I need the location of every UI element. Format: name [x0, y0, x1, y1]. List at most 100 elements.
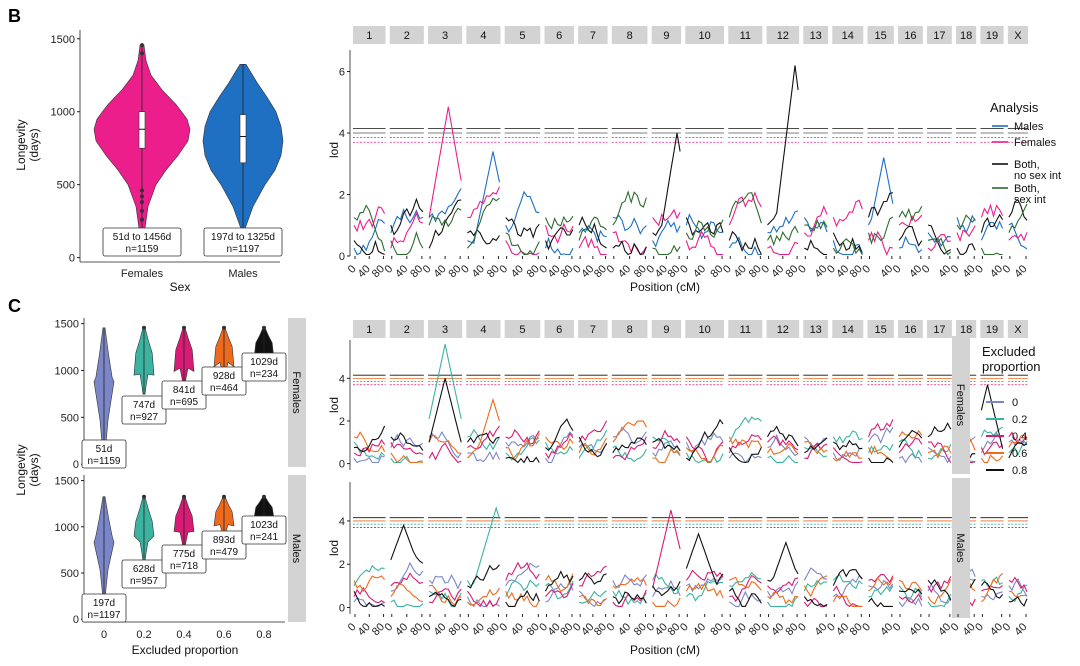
lod-curve-chr8-both-no-sex-int	[612, 240, 647, 256]
lod-curve-chr12-females	[767, 241, 799, 256]
lod-curve-chr7-p06	[578, 594, 607, 606]
y-tick-label: 1500	[55, 319, 79, 331]
lod-curve-chr4-p0	[467, 451, 500, 463]
outlier-point	[140, 43, 144, 48]
lod-curve-chr3-both-no-sex-int	[428, 199, 462, 249]
chromosome-strip-14	[832, 320, 864, 338]
lod-curve-chr16-p06	[898, 429, 923, 439]
outlier-point	[222, 325, 226, 330]
x-tick-label: 40	[691, 263, 708, 280]
lod-curve-chr10-p06	[685, 582, 724, 599]
lod-curve-chr5-p02	[505, 437, 540, 461]
lod-curve-chr6-p06	[545, 436, 574, 451]
violin-label-box	[102, 227, 182, 257]
lod-curve-chr11-p06	[728, 436, 762, 449]
lod-curve-chr8-males	[612, 214, 647, 235]
violin-label-n: n=957	[130, 576, 159, 587]
lod-curve-chr14-p02	[832, 430, 863, 444]
violin-box	[138, 111, 146, 149]
chromosome-strip-5	[504, 26, 541, 44]
x-category-label: 0.8	[256, 629, 271, 641]
lod-curve-chr1-p0	[353, 455, 385, 464]
y-tick-label: 0	[339, 251, 345, 263]
lod-curve-chr7-p06	[578, 437, 608, 456]
y-tick-label: 0	[73, 459, 79, 471]
chromosome-label-7: 7	[590, 324, 596, 336]
lod-curve-chr8-p0	[612, 426, 647, 445]
legend-title: Excluded proportion	[982, 344, 1041, 374]
lod-curve-chr13-p08	[804, 437, 828, 454]
chromosome-label-18: 18	[960, 324, 972, 336]
lod-curve-chr1-p04	[353, 586, 385, 604]
outlier-point	[140, 188, 144, 193]
chromosome-strip-16	[898, 320, 923, 338]
violin-label-range: 1023d	[250, 520, 278, 531]
lod-curve-chr13-p0	[803, 567, 828, 581]
lod-curve-chrX-p02	[1008, 439, 1028, 457]
facet-strip-females	[288, 318, 306, 467]
lod-curve-chr4-p08	[467, 564, 500, 589]
chromosome-label-1: 1	[366, 30, 372, 42]
y-tick-label: 4	[339, 516, 345, 528]
chromosome-label-3: 3	[442, 324, 448, 336]
lod-curve-chr9-p06	[652, 448, 681, 464]
lod-curve-chr13-p06	[804, 440, 828, 455]
lod-curve-chr17-p04	[927, 441, 952, 463]
lod-curve-chr11-females	[728, 191, 762, 226]
lod-curve-chr10-both-no-sex-int	[685, 217, 724, 237]
chromosome-label-16: 16	[904, 30, 916, 42]
chromosome-strip-16	[898, 26, 923, 44]
lod-curve-chr19-p02	[980, 426, 1003, 437]
lod-curve-chr14-p04	[832, 447, 863, 464]
lod-curve-chr17-p0	[927, 583, 952, 604]
lod-curve-chr14-p08	[832, 568, 863, 586]
lod-curve-chr4-p02	[467, 428, 500, 451]
lod-curve-chr7-p08	[578, 571, 607, 585]
lod-curve-chr8-p06	[612, 420, 647, 443]
lod-curve-chr17-females	[927, 234, 951, 252]
lod-curve-chrX-p04	[1008, 576, 1028, 593]
lod-curve-chr17-p08	[927, 578, 952, 601]
chromosome-strip-11	[728, 26, 763, 44]
lod-curve-chr14-females	[832, 199, 863, 228]
lod-curve-chr2-p06	[390, 452, 423, 464]
lod-curve-chrX-both-sex-int	[1008, 203, 1028, 233]
lod-curve-chr3-p06	[428, 434, 462, 454]
chromosome-strip-3	[428, 320, 463, 338]
lod-curve-chr12-p0	[767, 434, 799, 457]
y-tick-label: 4	[339, 128, 345, 140]
lod-curve-chr5-p02	[505, 579, 540, 597]
lod-curve-chr15-males	[868, 157, 894, 226]
lod-curve-chr12-p06	[767, 442, 799, 455]
lod-curve-chr15-p02	[868, 443, 894, 454]
lod-curve-chr8-p0	[612, 574, 647, 588]
x-axis-title: Position (cM)	[630, 280, 700, 294]
x-axis-title: Excluded proportion	[132, 643, 239, 657]
lod-curve-chr15-p02	[868, 585, 894, 598]
lod-curve-chr12-p08	[767, 540, 799, 582]
y-tick-label: 0	[339, 603, 345, 615]
violin-label-range: 747d	[133, 400, 155, 411]
lod-curve-chr2-males	[390, 208, 424, 234]
chromosome-strip-19	[980, 320, 1004, 338]
violin-label-range: 628d	[133, 564, 155, 575]
lod-curve-chr1-females	[353, 206, 386, 233]
panel-c-lod-plot: 1 2 3 4 5 6 7 8 9 10 11 12 13 14 15 16 17 18 19 X024Females…	[327, 320, 1041, 657]
lod-curve-chr16-males	[898, 235, 923, 254]
lod-curve-chr10-p0	[686, 576, 724, 593]
chromosome-strip-7	[578, 26, 608, 44]
lod-curve-chrX-p0	[1008, 578, 1028, 597]
lod-curve-chr2-p08	[390, 432, 424, 451]
lod-curve-chr8-p08	[612, 591, 647, 605]
lod-curve-chr4-p02	[466, 506, 501, 587]
lod-curve-chr11-p02	[729, 571, 762, 588]
lod-curve-chr6-p04	[545, 583, 574, 599]
violin-label-box	[121, 559, 167, 589]
lod-curve-chr16-females	[898, 214, 923, 228]
lod-curve-chr13-p06	[803, 575, 828, 598]
chromosome-strip-1	[353, 320, 386, 338]
chromosome-label-16: 16	[904, 324, 916, 336]
chromosome-strip-11	[728, 320, 763, 338]
facet-strip-males	[288, 475, 306, 622]
y-axis-title: lod	[327, 540, 341, 556]
